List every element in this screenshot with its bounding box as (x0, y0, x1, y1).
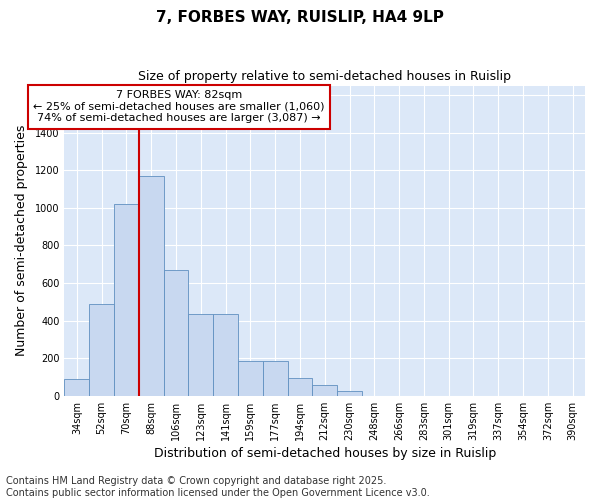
Y-axis label: Number of semi-detached properties: Number of semi-detached properties (15, 125, 28, 356)
Bar (114, 204, 139, 396)
Bar (238, 361, 263, 396)
Bar (64, 379, 89, 396)
Bar (213, 314, 238, 396)
Text: Contains HM Land Registry data © Crown copyright and database right 2025.
Contai: Contains HM Land Registry data © Crown c… (6, 476, 430, 498)
X-axis label: Distribution of semi-detached houses by size in Ruislip: Distribution of semi-detached houses by … (154, 447, 496, 460)
Bar (287, 378, 313, 396)
Title: Size of property relative to semi-detached houses in Ruislip: Size of property relative to semi-detach… (138, 70, 511, 83)
Bar (263, 361, 287, 396)
Bar (313, 386, 337, 396)
Bar (89, 304, 114, 396)
Bar (188, 314, 213, 396)
Text: 7 FORBES WAY: 82sqm
← 25% of semi-detached houses are smaller (1,060)
74% of sem: 7 FORBES WAY: 82sqm ← 25% of semi-detach… (33, 90, 325, 124)
Bar (337, 391, 362, 396)
Bar (164, 270, 188, 396)
Text: 7, FORBES WAY, RUISLIP, HA4 9LP: 7, FORBES WAY, RUISLIP, HA4 9LP (156, 10, 444, 25)
Bar (139, 176, 164, 396)
